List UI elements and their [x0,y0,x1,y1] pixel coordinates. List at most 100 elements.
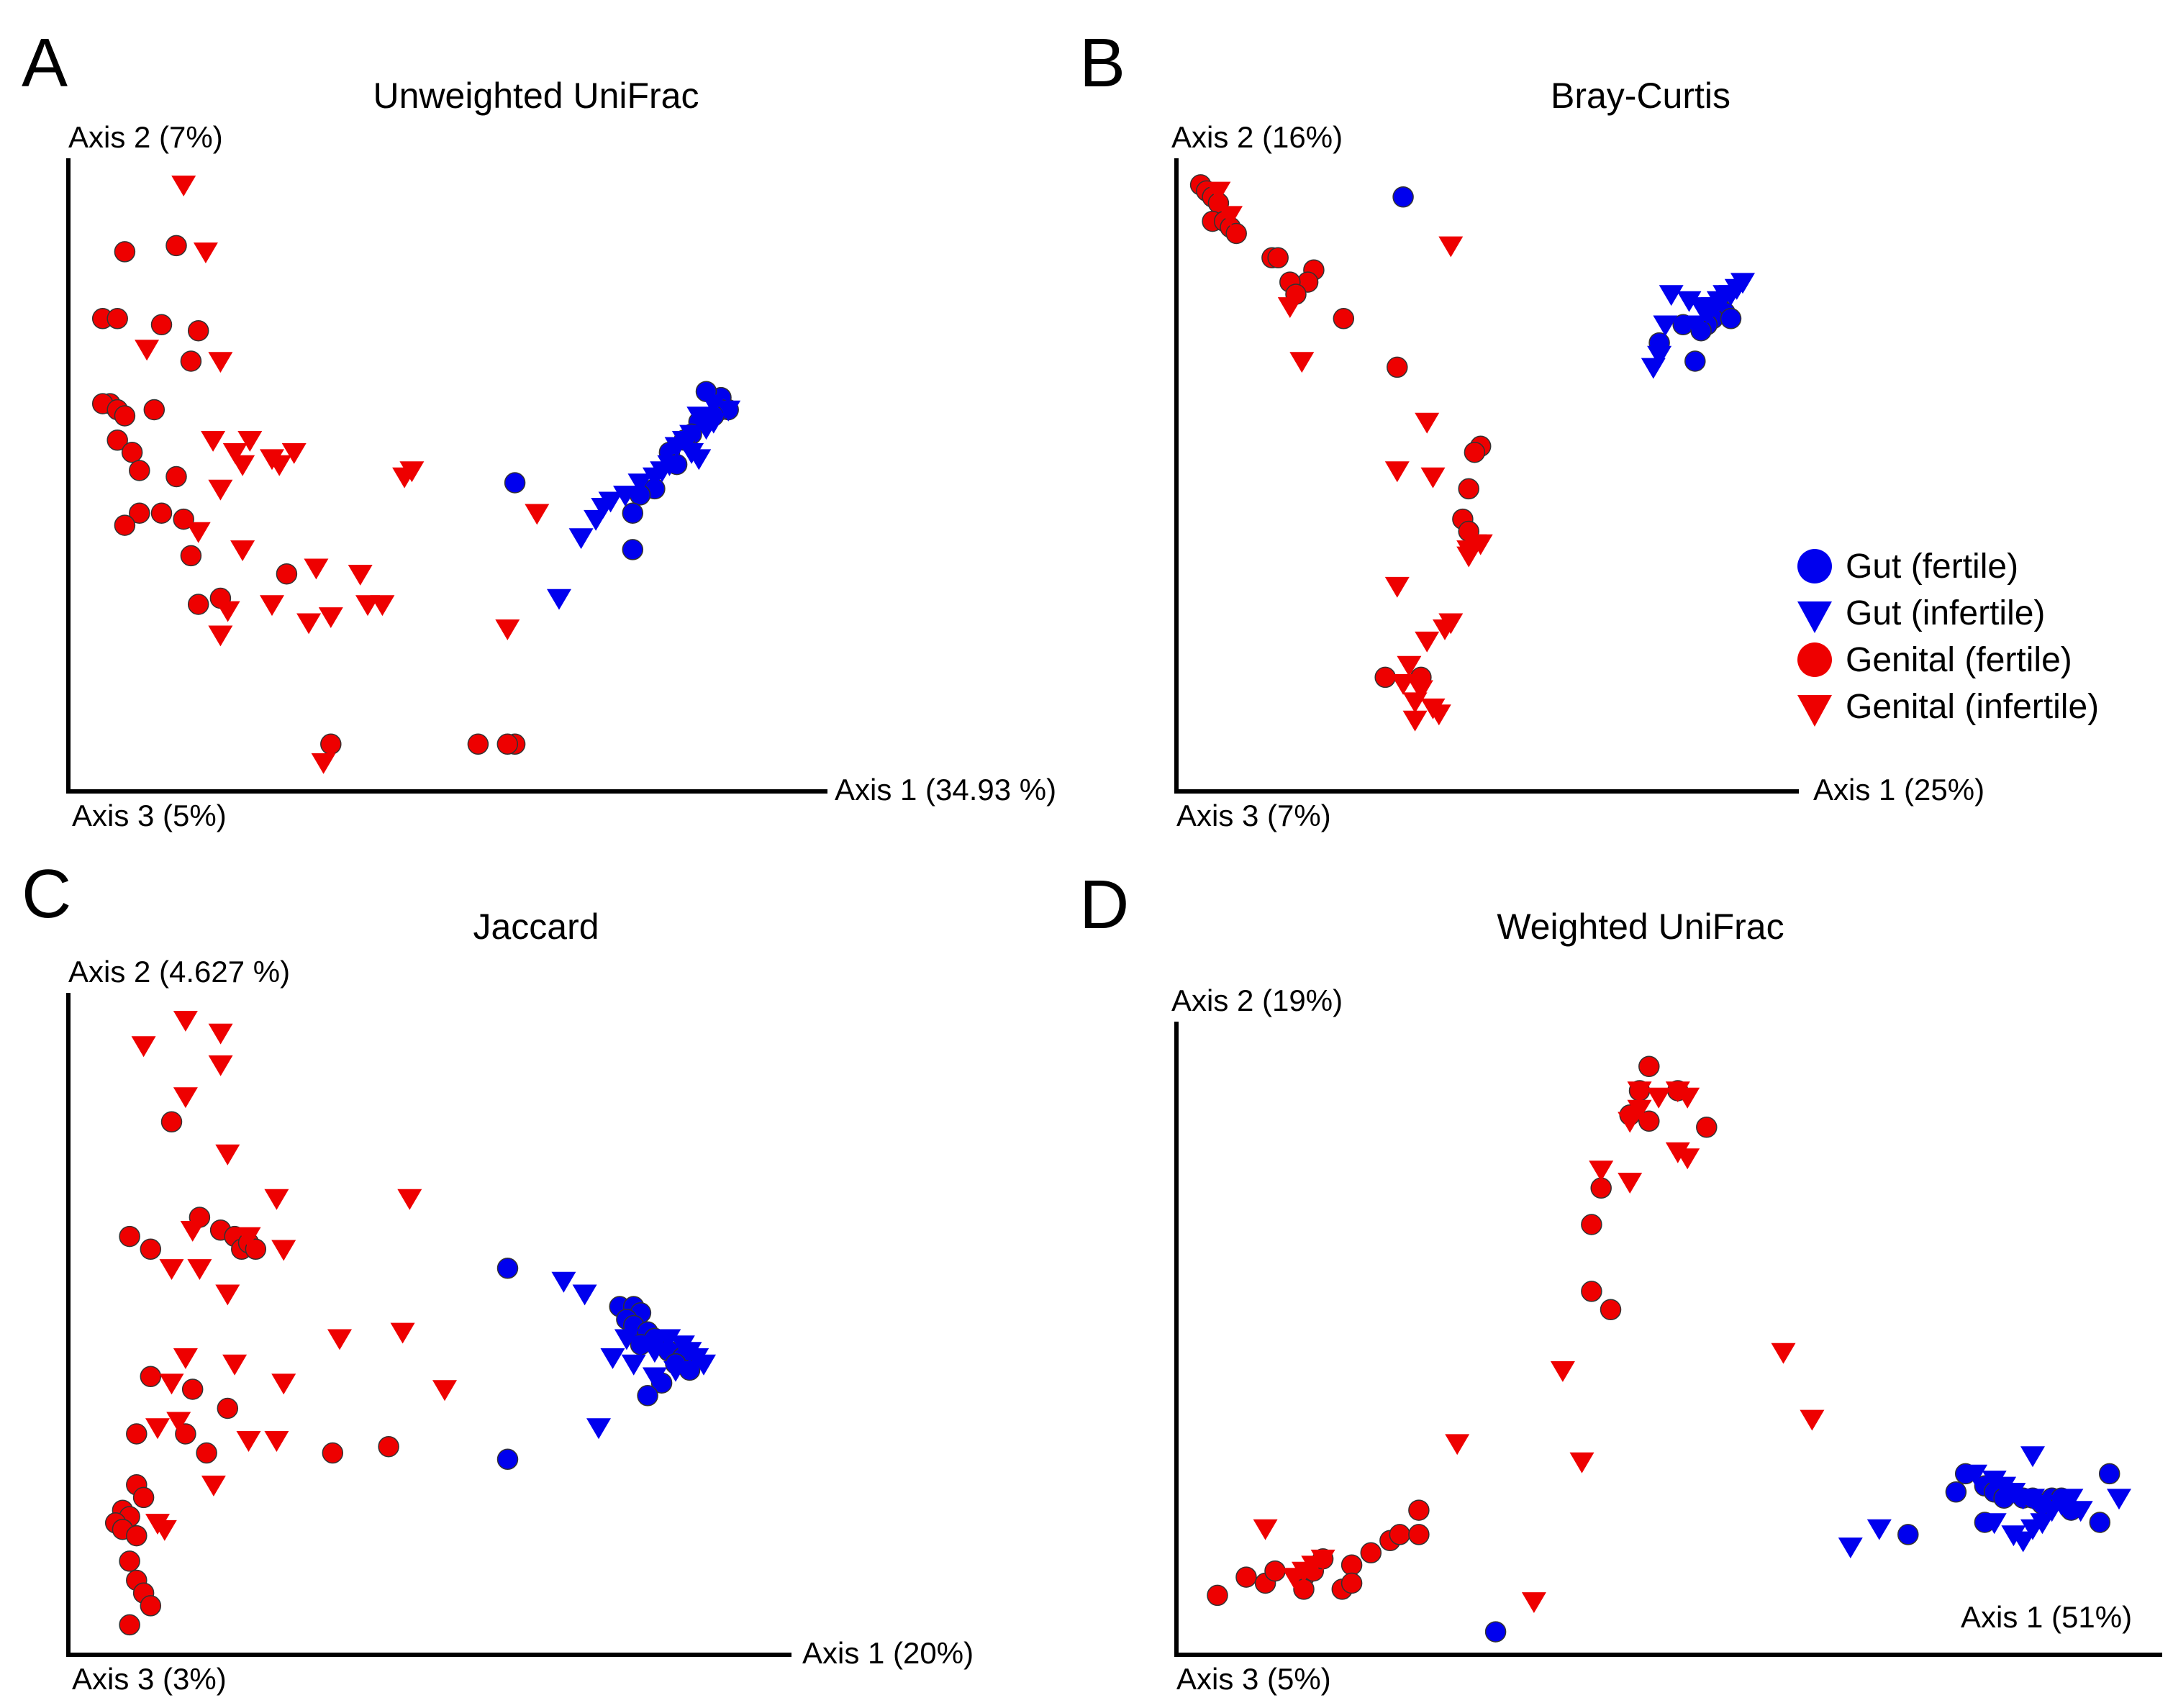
point-genital-infertile [1384,461,1410,483]
point-gut-infertile [568,528,594,550]
point-genital-infertile [208,625,233,647]
point-gut-infertile [701,412,726,434]
z-axis-label: Axis 3 (3%) [72,1662,227,1696]
point-genital-infertile [159,1373,184,1395]
point-genital-fertile [1408,1524,1430,1545]
chart-title: Bray-Curtis [1551,76,1730,116]
point-genital-fertile [1225,222,1247,245]
panel-b: B Bray-Curtis Axis 2 (16%) Axis 1 (25%) … [1079,24,1984,832]
panel-letter: B [1079,24,1125,101]
point-genital-fertile [1340,1554,1363,1576]
point-genital-fertile [1207,1584,1228,1607]
point-gut-infertile [547,589,571,610]
point-gut-infertile [551,1271,576,1293]
point-genital-fertile [114,405,136,427]
point-genital-fertile [181,1378,204,1400]
point-gut-fertile [2089,1512,2111,1533]
point-gut-fertile [622,539,644,560]
point-genital-fertile [378,1435,399,1458]
x-axis-label: Axis 1 (20%) [802,1636,974,1670]
point-genital-fertile [1267,247,1289,269]
point-genital-infertile [1397,655,1422,677]
panel-c: C Jaccard Axis 2 (4.627 %) Axis 1 (20%) … [22,855,974,1696]
point-genital-fertile [165,235,187,257]
panel-a: A Unweighted UniFrac Axis 2 (7%) Axis 1 … [22,24,1056,832]
x-axis-label: Axis 1 (34.93 %) [835,773,1056,807]
point-genital-infertile [1420,467,1446,489]
point-genital-fertile [180,545,202,567]
point-genital-fertile [196,1442,217,1464]
scatter-marks [104,1011,716,1636]
legend-item-gut-fertile: Gut (fertile) [1797,548,2018,586]
chart-title: Weighted UniFrac [1497,907,1784,947]
point-genital-infertile [215,1284,240,1306]
point-genital-fertile [180,350,202,372]
scatter-marks [91,176,741,774]
point-gut-infertile [1866,1519,1892,1540]
point-genital-fertile [150,502,173,524]
point-genital-fertile [119,1550,140,1572]
point-genital-infertile [215,601,240,622]
y-axis-label: Axis 2 (7%) [68,120,223,154]
point-genital-infertile [1289,352,1315,373]
point-genital-fertile [114,514,136,536]
point-gut-infertile [1659,285,1684,306]
point-genital-fertile [121,441,143,463]
point-genital-infertile [1206,181,1231,203]
point-genital-fertile [187,594,209,615]
point-gut-infertile [584,509,609,531]
point-gut-infertile [2010,1531,2036,1553]
point-gut-infertile [1677,291,1702,312]
legend-circle-marker [1797,549,1832,583]
point-genital-fertile [1374,666,1396,689]
point-genital-infertile [173,1011,198,1032]
point-gut-infertile [2059,1489,2084,1510]
point-gut-infertile [628,1335,653,1357]
point-gut-infertile [642,467,667,489]
point-gut-fertile [496,1448,519,1471]
point-genital-infertile [1433,619,1457,640]
point-genital-infertile [152,1520,177,1541]
point-genital-infertile [264,1189,289,1210]
point-genital-infertile [1438,236,1464,258]
point-gut-infertile [686,406,712,428]
point-gut-fertile [504,472,526,494]
y-axis-label: Axis 2 (16%) [1171,120,1343,154]
point-gut-infertile [600,1348,625,1369]
chart-title: Unweighted UniFrac [373,76,699,116]
point-genital-fertile [322,1442,344,1464]
point-genital-infertile [159,1259,184,1280]
legend-triangle-marker [1797,601,1832,633]
point-genital-fertile [126,1423,148,1445]
point-genital-fertile [276,563,298,585]
point-gut-infertile [586,1418,611,1440]
point-gut-infertile [613,486,638,507]
y-axis-label: Axis 2 (19%) [1171,984,1343,1017]
point-genital-infertile [1408,680,1433,701]
point-genital-infertile [215,1144,240,1166]
point-genital-infertile [1384,576,1410,598]
legend-triangle-marker [1797,695,1832,727]
point-genital-infertile [135,340,160,361]
point-gut-fertile [1897,1524,1919,1545]
point-genital-fertile [467,733,489,755]
point-gut-infertile [627,473,653,495]
point-gut-infertile [2030,1513,2055,1535]
point-genital-fertile [1340,1572,1363,1594]
point-genital-infertile [1627,1099,1652,1121]
legend-label: Gut (fertile) [1846,548,2018,586]
point-genital-infertile [208,479,233,501]
point-genital-infertile [1550,1361,1575,1382]
point-genital-infertile [1618,1112,1643,1133]
point-genital-fertile [126,1525,148,1547]
point-genital-infertile [1675,1087,1700,1109]
x-axis-label: Axis 1 (25%) [1813,773,1984,807]
point-gut-fertile [2098,1463,2120,1485]
point-genital-fertile [106,430,128,451]
point-genital-infertile [1521,1592,1546,1613]
point-genital-fertile [1581,1214,1602,1235]
point-gut-infertile [642,1342,667,1363]
point-genital-infertile [1456,546,1482,568]
point-genital-fertile [1638,1055,1660,1078]
point-genital-infertile [1310,1549,1335,1571]
